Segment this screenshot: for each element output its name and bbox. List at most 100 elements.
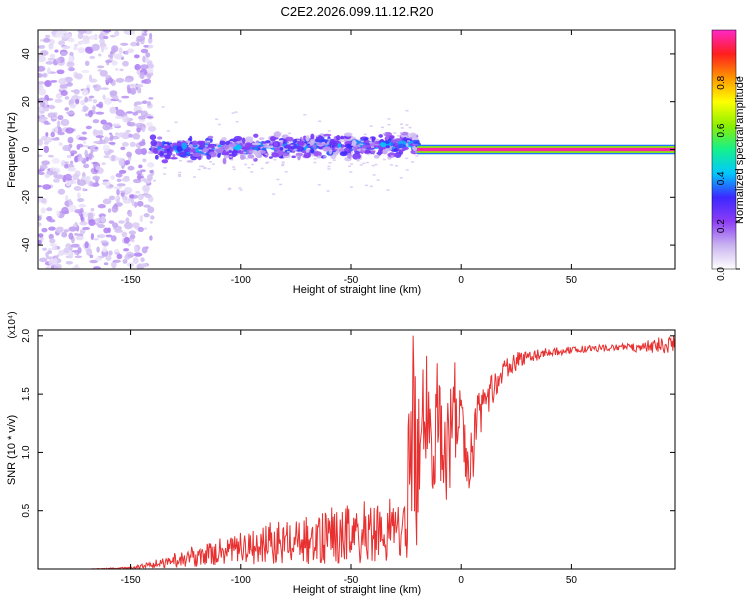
spectrogram-noise-blob [108,141,116,145]
spectrogram-scattered-blob [228,143,237,147]
spectrogram-scattered-blob [258,137,265,141]
spectrogram-noise-blob [90,208,95,212]
spectrogram-noise-blob [98,129,104,136]
spectrogram-noise-blob [72,265,80,269]
spectrogram-noise-blob [132,257,139,265]
spectrogram-noise-blob [41,160,50,166]
spectrogram-noise-blob [140,169,146,173]
spectrogram-noise-blob [84,96,89,103]
spectrogram-noise-blob [38,233,44,238]
spectrogram-scattered-speck [207,140,211,143]
spectrogram-scattered-blob [217,153,221,158]
spectrogram-noise-blob [89,78,98,83]
spectrogram-noise-blob [47,154,54,158]
spectrogram-noise-blob [38,184,43,188]
spectrogram-scattered-speck [230,140,234,143]
spectrogram-noise-blob [68,67,75,72]
snr-x-tick-label: 50 [566,575,578,586]
spectrogram-scattered-speck [272,193,276,195]
spectrogram-scattered-blob [176,145,183,153]
spectrogram-scattered-speck [202,154,206,157]
spectrogram-noise-blob [38,81,45,85]
spectrogram-noise-blob [113,53,123,60]
spectrogram-scattered-blob [378,134,383,138]
spectrogram-noise-blob [48,233,54,240]
spectrogram-noise-blob [134,63,141,71]
spectrogram-scattered-blob [353,141,357,144]
spectrogram-scattered-blob [339,151,348,157]
spectrogram-scattered-blob [309,139,315,146]
spectrogram-noise-blob [94,257,102,262]
spectrogram-noise-blob [111,60,118,66]
spectrogram-noise-blob [118,169,127,174]
spectrogram-noise-blob [45,266,51,269]
spectrogram-noise-blob [109,106,117,114]
colorbar-tick-label: 0.8 [716,75,727,89]
spectrogram-scattered-speck [262,143,266,146]
spectrogram-noise-blob [54,98,63,103]
page-title: C2E2.2026.099.11.12.R20 [281,4,434,19]
spectrogram-noise-blob [149,221,153,224]
spectrogram-noise-blob [115,116,123,119]
spectrogram-noise-blob [83,163,90,169]
spectrogram-scattered-speck [264,153,268,155]
spectrogram-y-tick-label: -40 [21,237,32,252]
snr-axes: -150 -100 -50 0 50 0.5 1.0 1.5 2.0 [21,328,675,586]
spectrogram-noise-blob [38,88,47,96]
spectrogram-tone-core [417,147,675,152]
spectrogram-noise-blob [118,220,125,224]
spectrogram-scattered-speck [217,123,221,126]
spectrogram-noise-blob [92,175,101,181]
spectrogram-noise-blob [66,154,72,159]
spectrogram-noise-blob [134,148,144,155]
spectrogram-scattered-speck [293,149,297,151]
spectrogram-noise-blob [65,260,74,265]
spectrogram-noise-blob [38,73,44,78]
spectrogram-noise-blob [142,55,146,63]
spectrogram-scattered-speck [327,165,331,168]
spectrogram-noise-blob [132,222,140,228]
spectrogram-scattered-speck [399,123,403,125]
spectrogram-scattered-blob [272,136,279,140]
spectrogram-noise-blob [112,259,121,263]
spectrogram-noise-blob [120,146,126,151]
spectrogram-scattered-speck [178,175,182,178]
spectrogram-scattered-blob [169,157,178,160]
spectrogram-noise-blob [67,136,74,144]
spectrogram-noise-blob [51,245,58,251]
spectrogram-noise-blob [92,119,100,124]
spectrogram-noise-blob [107,208,112,213]
spectrogram-scattered-speck [215,118,219,120]
spectrogram-noise-blob [139,64,149,70]
spectrogram-scattered-speck [161,106,165,108]
spectrogram-noise-blob [126,48,135,54]
spectrogram-noise-blob [102,246,107,253]
spectrogram-scattered-speck [382,158,386,161]
spectrogram-scattered-speck [369,185,373,188]
spectrogram-noise-blob [81,88,89,96]
spectrogram-scattered-speck [209,161,213,163]
spectrogram-noise-blob [86,97,93,102]
spectrogram-noise-blob [77,179,87,186]
spectrogram-scattered-blob [150,139,158,147]
spectrogram-noise-blob [59,83,68,89]
spectrogram-noise-blob [42,184,52,190]
spectrogram-scattered-speck [389,164,393,166]
spectrogram-noise-blob [142,158,147,163]
spectrogram-noise-blob [40,207,46,214]
spectrogram-noise-blob [128,212,133,218]
spectrogram-x-tick-label: 50 [566,275,578,286]
spectrogram-scattered-speck [205,140,209,143]
spectrogram-scattered-speck [230,159,234,161]
spectrogram-scattered-speck [177,173,181,176]
spectrogram-scattered-blob [284,144,292,149]
spectrogram-scattered-speck [203,167,207,169]
spectrogram-noise-blob [132,111,139,116]
spectrogram-scattered-speck [360,140,364,143]
spectrogram-noise-blob [114,229,124,233]
spectrogram-noise-blob [78,136,88,141]
spectrogram-noise-blob [75,73,83,80]
spectrogram-scattered-speck [290,141,294,144]
snr-x-tick-label: -150 [121,575,141,586]
spectrogram-scattered-speck [275,135,279,138]
